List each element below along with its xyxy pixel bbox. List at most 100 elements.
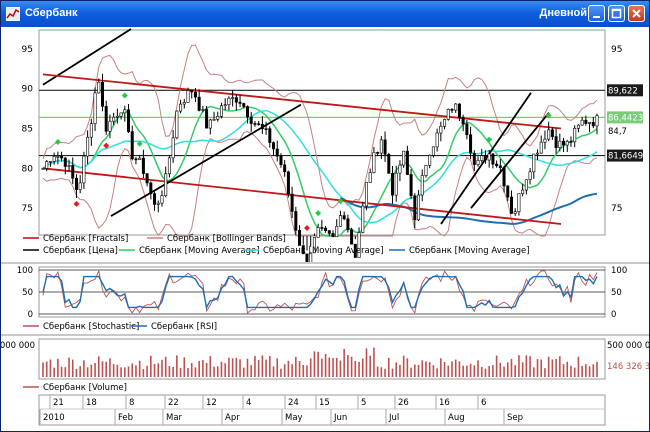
price-candle bbox=[115, 115, 119, 118]
legend-label: Сбербанк [Moving Average] bbox=[263, 246, 384, 256]
volume-bar bbox=[161, 359, 163, 377]
price-candle bbox=[550, 129, 554, 137]
volume-bar bbox=[395, 362, 398, 377]
price-candle bbox=[591, 122, 595, 127]
bollinger-upper-line bbox=[42, 44, 598, 209]
price-candle bbox=[100, 82, 104, 107]
volume-bar bbox=[469, 363, 472, 377]
volume-last-value: 146 326 37 bbox=[607, 362, 649, 372]
legend-label: Сбербанк [Bollinger Bands] bbox=[167, 234, 286, 244]
price-candle bbox=[361, 205, 365, 233]
volume-bar bbox=[532, 367, 535, 377]
price-candle bbox=[231, 97, 235, 99]
volume-bar bbox=[295, 356, 297, 377]
price-candle bbox=[584, 119, 588, 124]
price-candle bbox=[245, 106, 249, 118]
price-candle bbox=[257, 123, 261, 126]
price-candle bbox=[253, 123, 257, 125]
volume-bar bbox=[135, 365, 137, 377]
maximize-button[interactable] bbox=[608, 5, 625, 22]
volume-bar bbox=[495, 355, 498, 377]
price-candle bbox=[197, 96, 201, 111]
title-bar[interactable]: Сбербанк Дневной bbox=[1, 1, 649, 27]
price-candle bbox=[539, 141, 543, 154]
price-candle bbox=[41, 168, 45, 170]
volume-bar bbox=[588, 366, 591, 377]
month-label: Aug bbox=[448, 413, 465, 423]
trend-line bbox=[470, 112, 550, 209]
price-candle bbox=[524, 179, 528, 191]
month-label: Jul bbox=[388, 413, 399, 423]
price-candle bbox=[350, 229, 354, 245]
volume-bar bbox=[179, 367, 182, 377]
volume-bar bbox=[287, 360, 290, 377]
volume-bar bbox=[302, 364, 305, 377]
volume-bar bbox=[153, 364, 156, 377]
volume-bar bbox=[142, 368, 145, 377]
minimize-button[interactable] bbox=[588, 5, 605, 22]
volume-bar bbox=[425, 361, 427, 377]
volume-bar bbox=[406, 358, 409, 377]
volume-tick-label: 000 000 bbox=[1, 341, 35, 351]
price-candle bbox=[588, 122, 592, 124]
price-candle bbox=[338, 215, 342, 227]
price-candle bbox=[205, 109, 209, 129]
volume-bar bbox=[581, 365, 583, 377]
price-candle bbox=[480, 155, 484, 161]
price-candle bbox=[149, 182, 153, 194]
volume-bar bbox=[49, 359, 52, 377]
price-candle bbox=[182, 102, 186, 105]
volume-bar bbox=[97, 356, 100, 377]
day-label: 24 bbox=[288, 398, 299, 408]
price-candle bbox=[275, 148, 279, 157]
volume-bar bbox=[216, 366, 219, 377]
price-candle bbox=[547, 129, 551, 140]
volume-bar bbox=[443, 362, 446, 377]
price-legend: Сбербанк [Fractals] Сбербанк [Bollinger B… bbox=[23, 234, 530, 256]
volume-bar bbox=[60, 366, 63, 377]
price-candle bbox=[104, 106, 108, 132]
volume-bar bbox=[57, 358, 59, 377]
price-candle bbox=[513, 211, 517, 214]
price-candle bbox=[368, 172, 372, 183]
price-candle bbox=[134, 158, 138, 161]
price-candle bbox=[372, 152, 376, 173]
volume-bar bbox=[380, 367, 383, 377]
volume-bar bbox=[283, 364, 286, 377]
volume-bar bbox=[562, 364, 565, 377]
volume-bar bbox=[484, 368, 487, 377]
price-candle bbox=[93, 92, 97, 124]
volume-bar bbox=[246, 358, 249, 377]
volume-bar bbox=[138, 360, 141, 377]
price-candle bbox=[286, 171, 290, 195]
volume-bar bbox=[209, 356, 212, 377]
volume-bar bbox=[205, 362, 208, 377]
price-candle bbox=[324, 227, 328, 231]
volume-bar bbox=[53, 367, 55, 377]
volume-bar bbox=[499, 362, 502, 377]
value-label-box bbox=[607, 84, 643, 97]
volume-bar bbox=[440, 358, 442, 377]
volume-bar bbox=[592, 364, 595, 377]
price-candle bbox=[536, 152, 540, 155]
price-right-tick-label: 95 bbox=[611, 45, 622, 55]
volume-bar bbox=[358, 361, 360, 377]
oscillator-tick-label: 50 bbox=[22, 288, 33, 298]
price-candle bbox=[331, 233, 335, 238]
price-candle bbox=[554, 136, 558, 148]
moving-average-green-line bbox=[42, 105, 598, 237]
price-candle bbox=[112, 116, 116, 122]
price-candle bbox=[573, 128, 577, 143]
price-candle bbox=[97, 82, 101, 94]
price-candle bbox=[45, 161, 49, 169]
moving-average-cyan-line bbox=[42, 109, 598, 224]
close-button[interactable] bbox=[628, 5, 645, 22]
price-candle bbox=[320, 227, 324, 229]
day-label: 21 bbox=[53, 398, 64, 408]
volume-bar bbox=[454, 359, 457, 377]
price-candle bbox=[78, 182, 82, 190]
volume-bar bbox=[42, 362, 44, 377]
price-candle bbox=[238, 101, 242, 104]
period-label[interactable]: Дневной bbox=[539, 7, 588, 19]
